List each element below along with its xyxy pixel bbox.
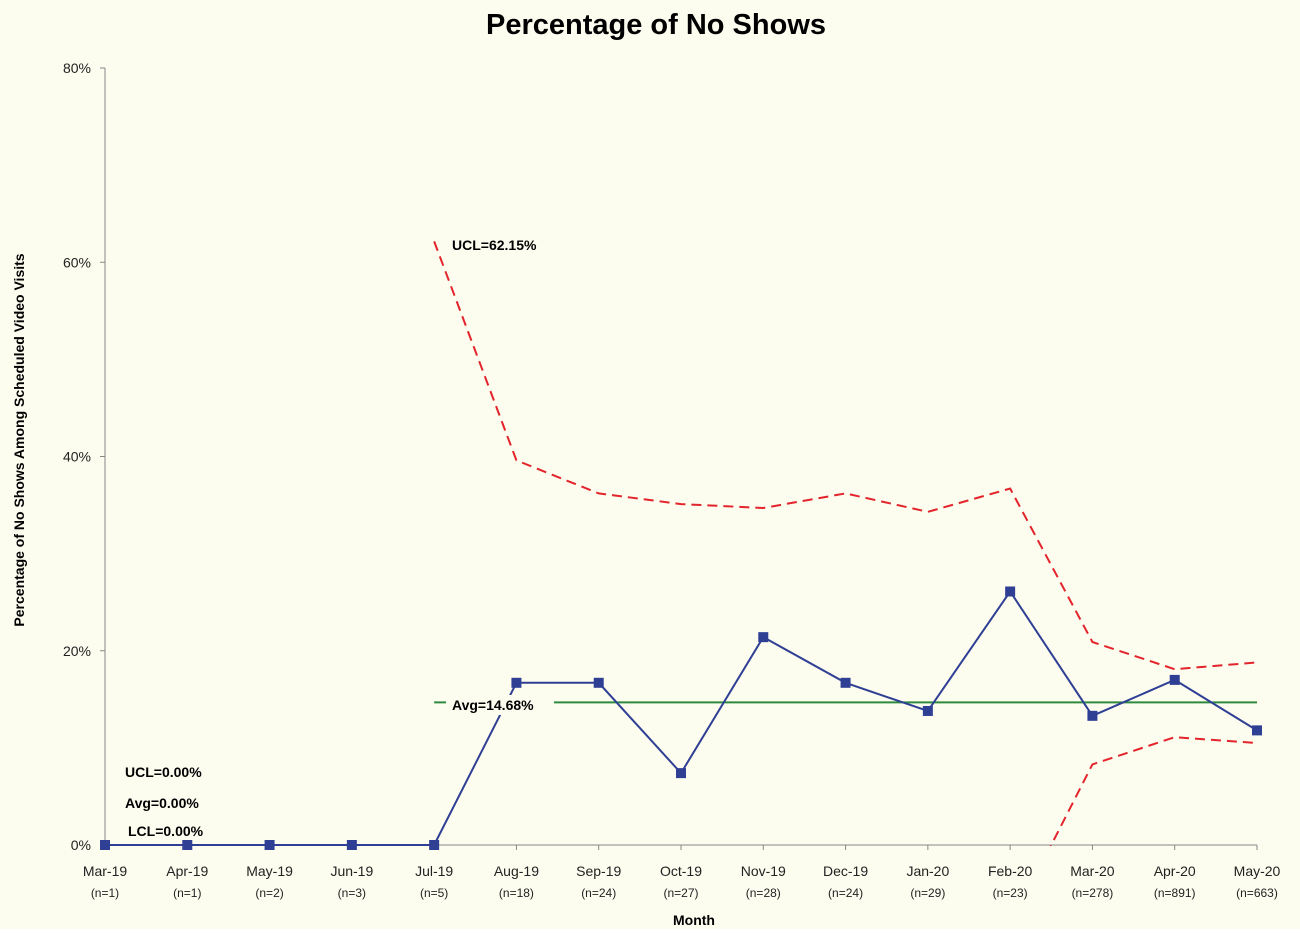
sample-size-label: (n=1) (91, 886, 119, 900)
sample-size-label: (n=24) (828, 886, 863, 900)
x-axis-title: Month (673, 912, 715, 928)
sample-size-label: (n=2) (255, 886, 283, 900)
data-point (429, 840, 440, 850)
annotation: UCL=62.15% (452, 237, 537, 253)
y-axis-title: Percentage of No Shows Among Scheduled V… (11, 253, 27, 626)
annotation-background (446, 235, 554, 255)
y-tick-label: 80% (63, 60, 91, 76)
x-tick-label: Feb-20 (988, 863, 1033, 879)
y-tick-label: 60% (63, 254, 91, 270)
sample-size-label: (n=278) (1072, 886, 1114, 900)
x-tick-label: Apr-20 (1154, 863, 1196, 879)
x-tick-label: Mar-19 (83, 863, 128, 879)
sample-size-label: (n=3) (338, 886, 366, 900)
sample-size-label: (n=27) (663, 886, 698, 900)
data-point (511, 677, 522, 688)
control-limit-line (1049, 736, 1258, 846)
y-tick-label: 40% (63, 449, 91, 465)
annotation: Avg=14.68% (452, 697, 534, 713)
annotation-background (446, 695, 554, 715)
x-tick-label: Nov-19 (741, 863, 786, 879)
data-point (264, 840, 275, 850)
sample-size-label: (n=891) (1154, 886, 1196, 900)
data-point (1169, 674, 1180, 685)
x-tick-label: Jun-19 (330, 863, 373, 879)
data-point (758, 632, 769, 643)
sample-size-label: (n=24) (581, 886, 616, 900)
x-tick-label: May-20 (1234, 863, 1281, 879)
x-tick-label: May-19 (246, 863, 293, 879)
sample-size-label: (n=1) (173, 886, 201, 900)
x-tick-label: Oct-19 (660, 863, 702, 879)
x-tick-label: Dec-19 (823, 863, 868, 879)
data-point (840, 677, 851, 688)
annotation: Avg=0.00% (125, 795, 199, 811)
x-tick-label: Jul-19 (415, 863, 453, 879)
x-tick-label: Apr-19 (166, 863, 208, 879)
x-tick-label: Jan-20 (906, 863, 949, 879)
data-point (182, 840, 193, 850)
x-tick-label: Sep-19 (576, 863, 621, 879)
chart-title: Percentage of No Shows (486, 9, 826, 41)
sample-size-label: (n=663) (1236, 886, 1278, 900)
x-tick-label: Mar-20 (1070, 863, 1115, 879)
annotation: LCL=0.00% (128, 823, 204, 839)
sample-size-label: (n=5) (420, 886, 448, 900)
data-point (100, 840, 110, 850)
data-point (1087, 710, 1098, 721)
x-tick-label: Aug-19 (494, 863, 539, 879)
data-point (676, 768, 686, 779)
data-point (1005, 586, 1016, 597)
y-tick-label: 20% (63, 643, 91, 659)
annotation: UCL=0.00% (125, 764, 202, 780)
control-limit-line (433, 241, 1258, 671)
data-point (593, 677, 604, 688)
data-point (922, 705, 933, 716)
y-tick-label: 0% (71, 837, 91, 853)
sample-size-label: (n=18) (499, 886, 534, 900)
data-point (1252, 725, 1262, 736)
sample-size-label: (n=28) (746, 886, 781, 900)
sample-size-label: (n=29) (910, 886, 945, 900)
data-point (346, 840, 357, 850)
sample-size-label: (n=23) (993, 886, 1028, 900)
